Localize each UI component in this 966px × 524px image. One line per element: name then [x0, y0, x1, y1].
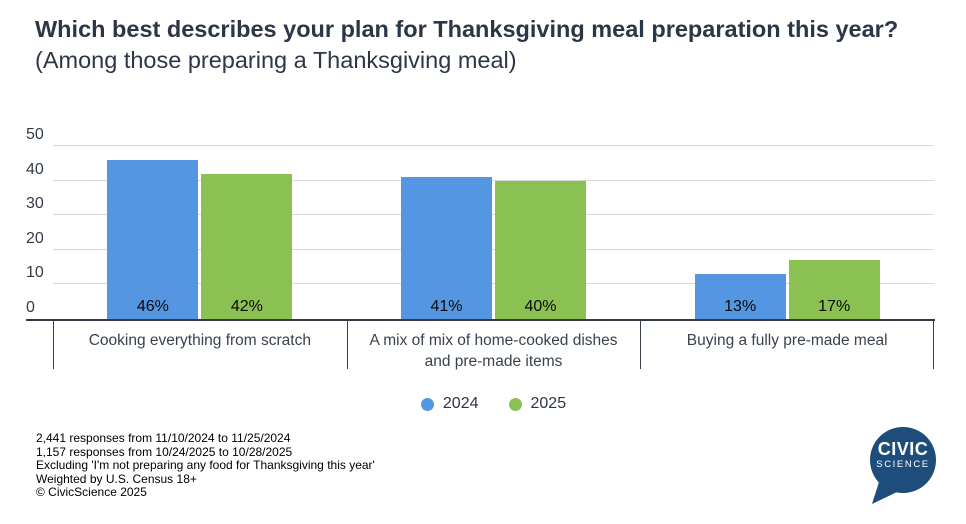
legend-item-2024: 2024 — [420, 395, 479, 413]
footer-line: © CivicScience 2025 — [36, 485, 147, 500]
gridline — [53, 283, 934, 285]
category-divider-tick — [346, 321, 348, 369]
logo-word-civic: CIVIC — [877, 439, 929, 459]
legend-item-2025: 2025 — [508, 395, 567, 413]
legend-swatch-2025 — [508, 397, 522, 411]
x-axis-category-label: Buying a fully pre-made meal — [640, 330, 934, 372]
category-divider-tick — [933, 321, 934, 369]
gridline — [53, 248, 934, 250]
y-axis-tick-label: 40 — [26, 160, 44, 178]
x-axis-category-label-text: A mix of mix of home-cooked dishes and p… — [369, 332, 618, 370]
x-axis-category-label: Cooking everything from scratch — [53, 330, 347, 372]
bar-value-label: 41% — [430, 298, 463, 315]
bar-groups: 46% 42% 41% 40% 13% 17% — [53, 146, 934, 319]
bar-value-label: 40% — [524, 298, 557, 315]
bar-2024: 13% — [694, 274, 786, 319]
bar-group: 46% 42% — [53, 146, 347, 319]
x-axis-labels: Cooking everything from scratch A mix of … — [53, 330, 934, 372]
plot-area: Cooking everything from scratch A mix of … — [26, 127, 935, 412]
x-axis-category-label: A mix of mix of home-cooked dishes and p… — [347, 330, 641, 372]
bar-value-label: 13% — [724, 298, 757, 315]
gridline — [53, 145, 934, 146]
x-axis-category-label-text: Cooking everything from scratch — [88, 332, 311, 349]
category-divider-tick — [640, 321, 642, 369]
y-axis-tick-label: 30 — [26, 195, 44, 213]
footer-notes: 2,441 responses from 11/10/2024 to 11/25… — [36, 431, 375, 500]
chart-title-question: Which best describes your plan for Thank… — [35, 16, 899, 42]
footer-line: Excluding 'I'm not preparing any food fo… — [36, 458, 375, 473]
chart-legend: 2024 2025 — [53, 395, 934, 413]
chart-title-qualifier: (Among those preparing a Thanksgiving me… — [35, 47, 517, 73]
category-divider-tick — [53, 321, 54, 369]
footer-line: Weighted by U.S. Census 18+ — [36, 471, 197, 486]
bar-value-label: 46% — [136, 298, 169, 315]
bar-group: 13% 17% — [640, 146, 934, 319]
legend-swatch-2024 — [420, 397, 434, 411]
legend-label: 2024 — [442, 395, 479, 412]
bar-2025: 17% — [788, 260, 880, 319]
legend-label: 2025 — [530, 395, 567, 412]
civicscience-logo: CIVIC SCIENCE — [865, 423, 941, 509]
x-axis-line — [26, 319, 935, 321]
bar-value-label: 17% — [818, 298, 851, 315]
bar-group: 41% 40% — [347, 146, 641, 319]
logo-word-science: SCIENCE — [876, 459, 930, 470]
footer-line: 2,441 responses from 11/10/2024 to 11/25… — [36, 431, 291, 445]
bar-value-label: 42% — [230, 298, 263, 315]
y-axis-tick-label: 10 — [26, 264, 44, 282]
bar-2024: 46% — [107, 159, 199, 319]
bar-2025: 40% — [495, 180, 586, 319]
bar-2025: 42% — [201, 173, 293, 319]
y-axis-tick-label: 50 — [26, 126, 44, 143]
chart-title: Which best describes your plan for Thank… — [35, 14, 927, 76]
footer-line: 1,157 responses from 10/24/2025 to 10/28… — [36, 444, 293, 459]
logo-text: CIVIC SCIENCE — [869, 423, 937, 471]
speech-bubble-icon — [870, 427, 936, 504]
y-axis-tick-label: 20 — [26, 229, 44, 247]
bar-2024: 41% — [401, 177, 492, 319]
y-axis-tick-label: 0 — [26, 299, 35, 316]
gridline — [53, 179, 934, 181]
x-axis-category-label-text: Buying a fully pre-made meal — [686, 332, 888, 349]
gridline — [53, 214, 934, 216]
